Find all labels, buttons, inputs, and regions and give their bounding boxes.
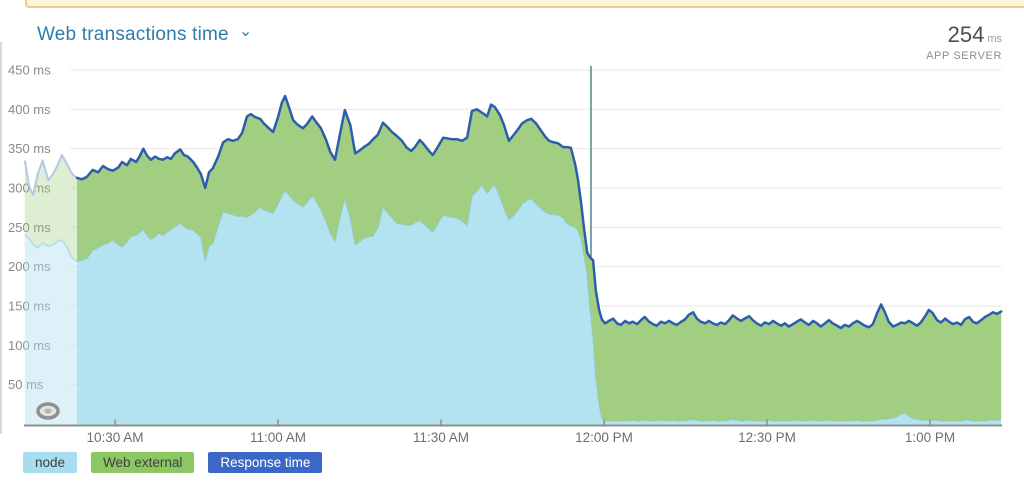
x-axis-label: 12:00 PM bbox=[575, 430, 633, 445]
x-axis-label: 12:30 PM bbox=[738, 430, 796, 445]
eye-indicator-pupil bbox=[44, 408, 52, 414]
chart-title-dropdown[interactable]: Web transactions time ⌄ bbox=[37, 24, 252, 46]
node-line-faded bbox=[24, 234, 78, 262]
x-axis-label: 1:00 PM bbox=[905, 430, 955, 445]
highlighted-panel-edge bbox=[25, 0, 1024, 8]
y-axis-label: 450 ms bbox=[8, 63, 51, 78]
page-title: Web transactions time bbox=[37, 24, 229, 45]
chevron-down-icon: ⌄ bbox=[238, 23, 253, 40]
summary-unit: ms bbox=[987, 33, 1002, 45]
summary-value: 254 bbox=[947, 22, 985, 47]
y-axis-label: 150 ms bbox=[8, 299, 51, 314]
response-line-faded bbox=[23, 154, 78, 197]
x-axis-label: 10:30 AM bbox=[86, 430, 143, 445]
x-axis-label: 11:00 AM bbox=[250, 430, 306, 445]
y-axis-label: 50 ms bbox=[8, 377, 44, 392]
legend-chip-node[interactable]: node bbox=[23, 452, 78, 473]
y-axis-label: 100 ms bbox=[8, 338, 51, 353]
y-axis-label: 350 ms bbox=[8, 141, 51, 156]
summary-metric: 254 ms APP SERVER bbox=[926, 22, 1002, 62]
legend-chip-response-time[interactable]: Response time bbox=[208, 452, 323, 473]
response-time-line bbox=[75, 94, 1003, 330]
y-axis-label: 400 ms bbox=[8, 102, 51, 117]
x-axis-label: 11:30 AM bbox=[413, 430, 469, 445]
y-axis-label: 200 ms bbox=[8, 259, 51, 274]
y-axis-label: 250 ms bbox=[8, 220, 51, 235]
summary-caption: APP SERVER bbox=[926, 50, 1002, 62]
node-area bbox=[77, 184, 1002, 425]
chart-legend: node Web external Response time bbox=[23, 452, 323, 473]
node-area-faded bbox=[24, 235, 77, 425]
web-external-area-faded bbox=[24, 155, 77, 262]
web-external-area bbox=[77, 96, 1002, 421]
legend-chip-web-external[interactable]: Web external bbox=[91, 452, 195, 473]
panel-divider bbox=[0, 42, 2, 434]
